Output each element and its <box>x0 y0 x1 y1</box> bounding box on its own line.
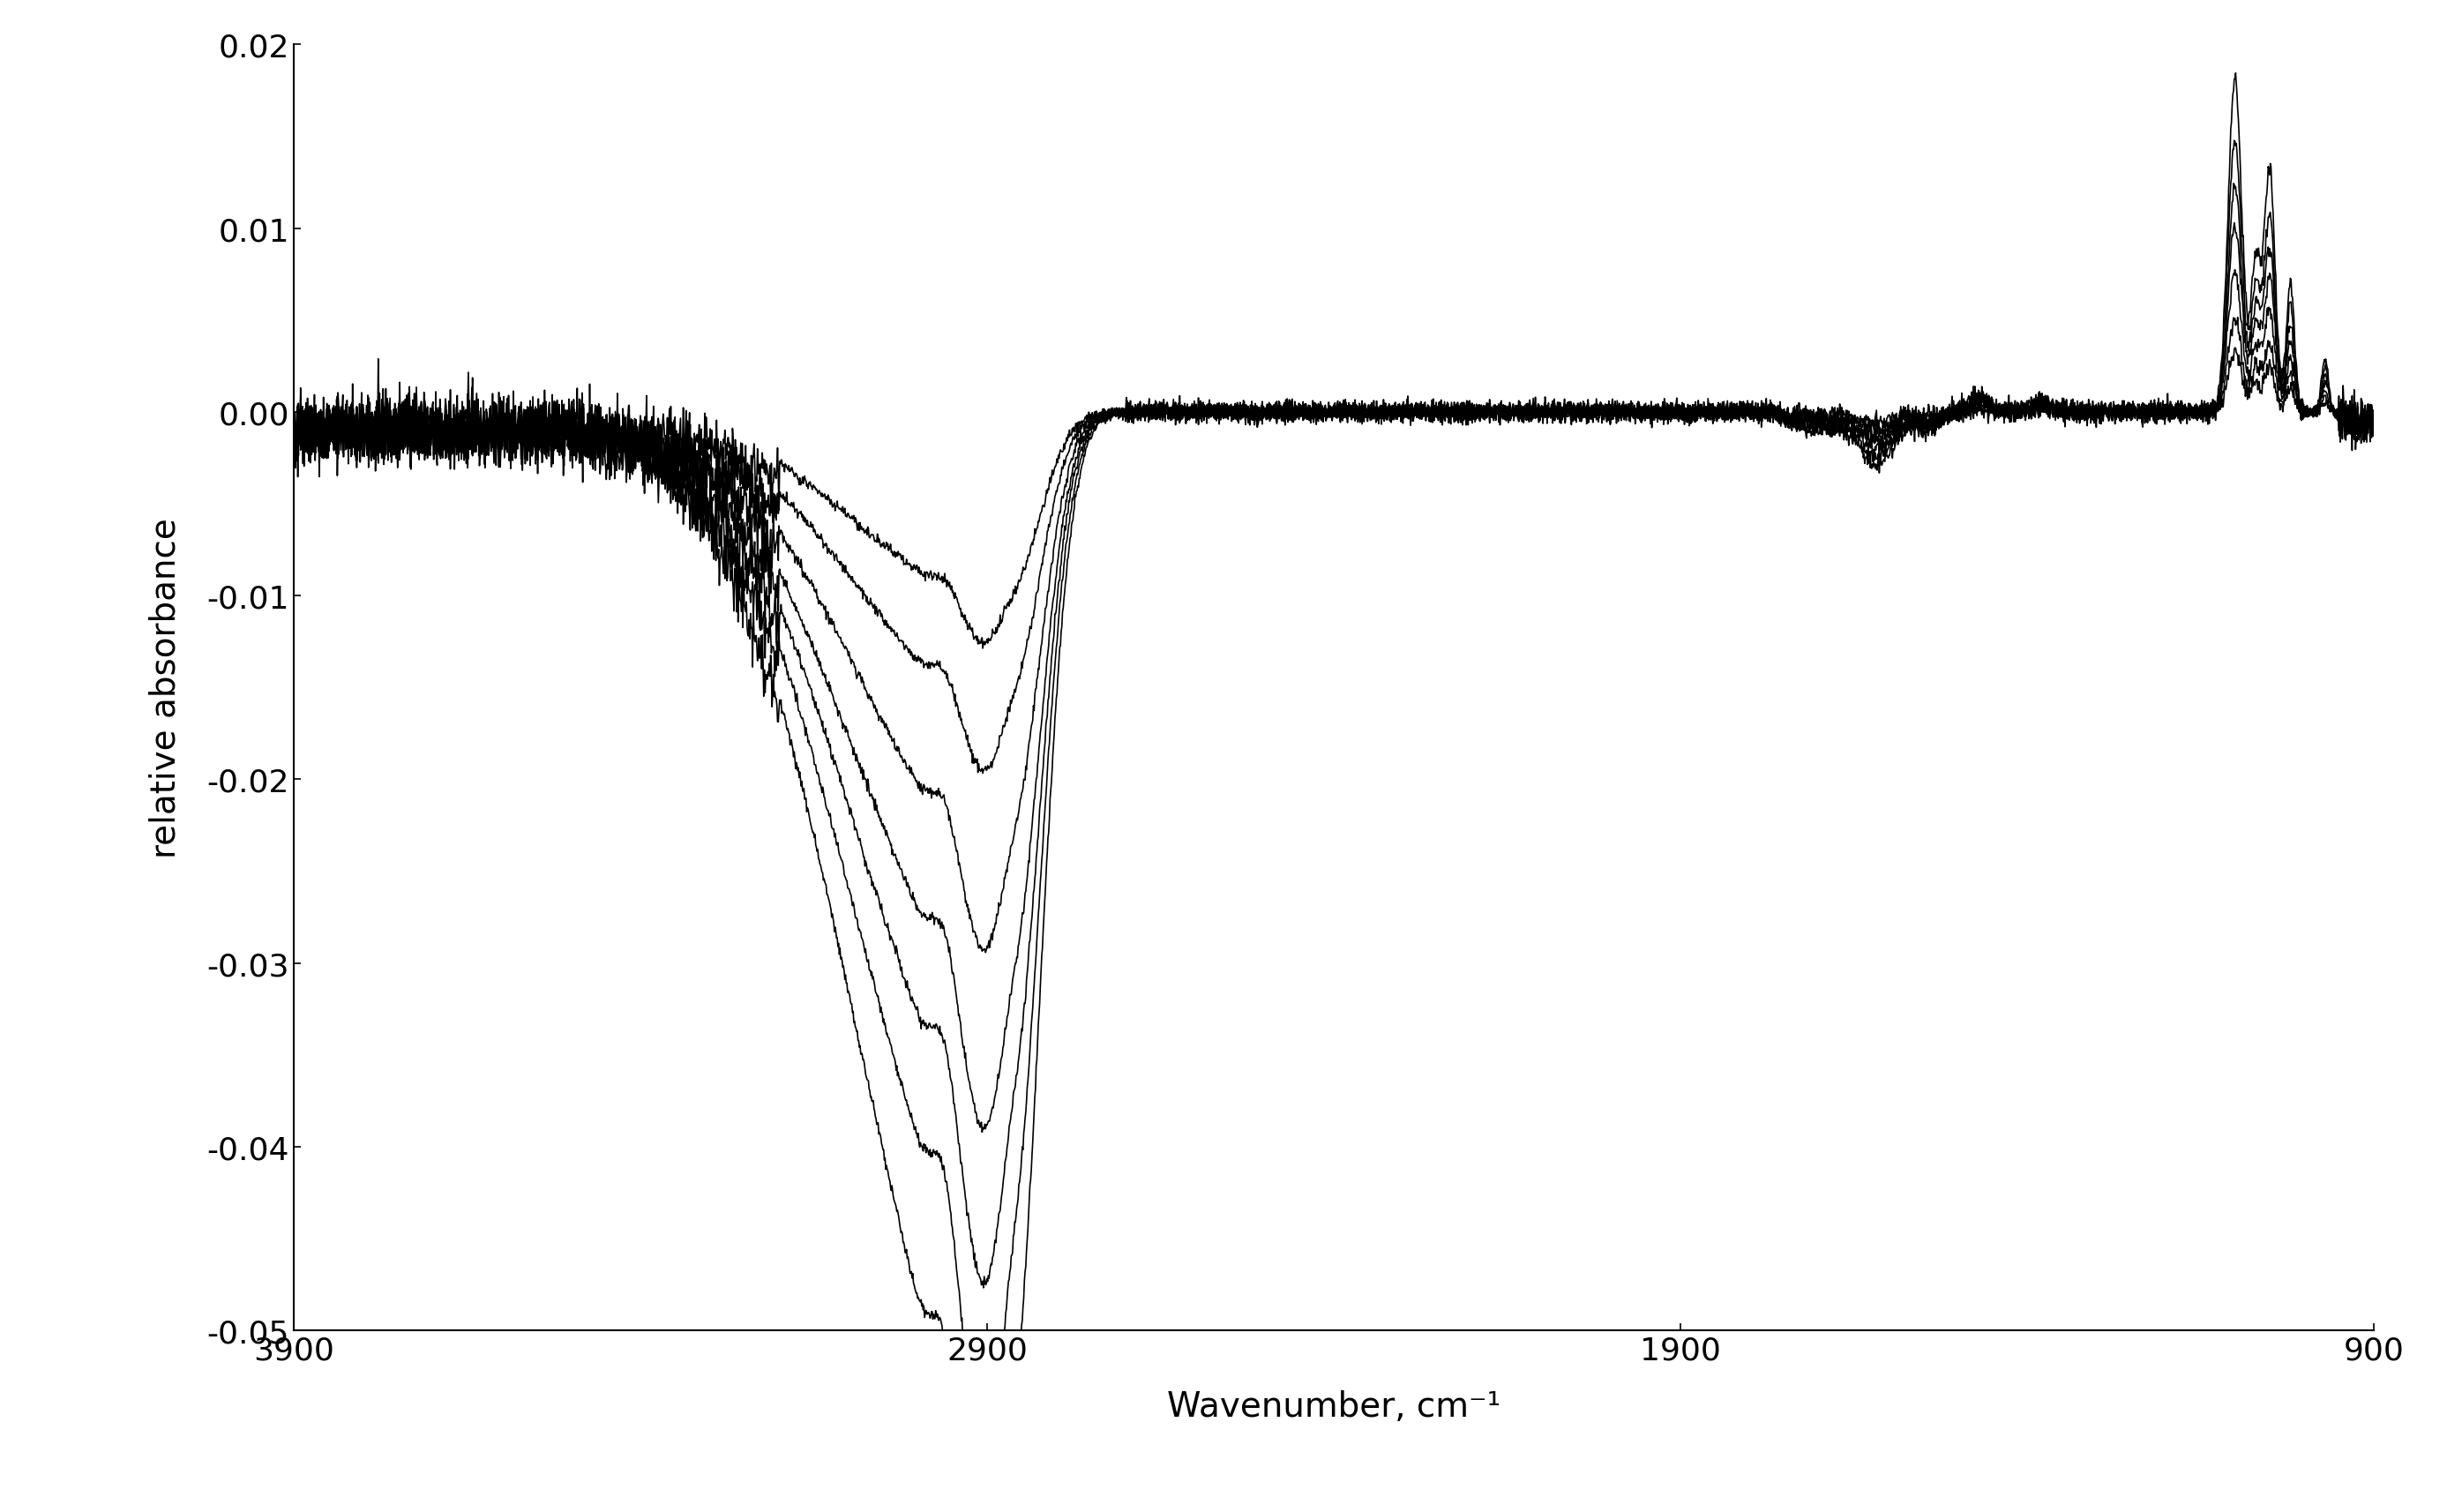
Y-axis label: relative absorbance: relative absorbance <box>149 517 184 859</box>
X-axis label: Wavenumber, cm⁻¹: Wavenumber, cm⁻¹ <box>1167 1390 1500 1423</box>
